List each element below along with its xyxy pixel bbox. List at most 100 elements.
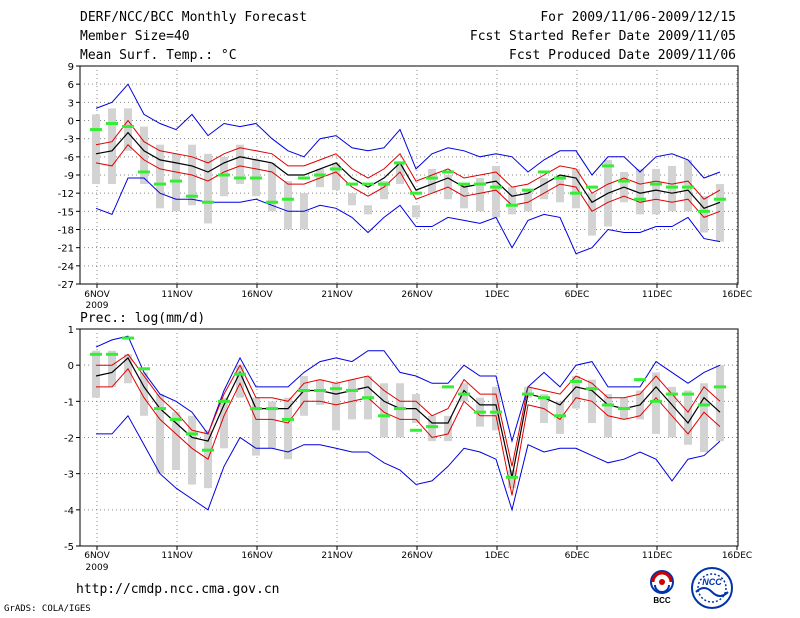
forecast-marker [138, 367, 150, 371]
member-range-bar [236, 365, 244, 398]
forecast-marker [698, 209, 710, 213]
member-range-bar [284, 397, 292, 460]
forecast-marker [634, 197, 646, 201]
forecast-marker [346, 182, 358, 186]
forecast-marker [522, 392, 534, 396]
forecast-marker [122, 336, 134, 340]
forecast-marker [250, 407, 262, 411]
member-range-bar [700, 196, 708, 233]
forecast-marker [266, 200, 278, 204]
member-range-bar [508, 470, 516, 489]
y-tick-label: -9 [64, 171, 74, 182]
y-tick-label: 0 [68, 117, 74, 128]
forecast-marker [506, 475, 518, 479]
member-range-bar [140, 372, 148, 416]
x-tick-label: 11NOV [161, 290, 193, 300]
member-range-bar [156, 394, 164, 474]
member-range-bar [652, 168, 660, 215]
y-tick-label: -24 [58, 262, 74, 273]
forecast-marker [666, 185, 678, 189]
member-range-bar [108, 108, 116, 185]
forecast-marker [330, 167, 342, 171]
x-tick-label: 16DEC [722, 290, 752, 300]
upper-spread-line [96, 353, 721, 467]
member-range-bar [348, 379, 356, 420]
forecast-marker [314, 388, 326, 392]
forecast-marker [474, 182, 486, 186]
forecast-marker [698, 403, 710, 407]
forecast-marker [122, 125, 134, 129]
y-tick-label: -3 [64, 470, 74, 481]
forecast-marker [202, 448, 214, 452]
y-tick-label: -15 [58, 207, 74, 218]
member-range-bar [716, 184, 724, 242]
member-range-bar [204, 153, 212, 224]
forecast-marker [586, 185, 598, 189]
member-range-bar [172, 153, 180, 212]
x-tick-label: 6NOV [84, 290, 110, 300]
member-range-bar [652, 372, 660, 434]
x-year-label: 2009 [86, 563, 109, 573]
forecast-marker [394, 161, 406, 165]
source-url[interactable]: http://cmdp.ncc.cma.gov.cn [76, 582, 280, 597]
member-range-bar [492, 165, 500, 218]
forecast-marker [346, 388, 358, 392]
min-envelope-line [95, 177, 721, 255]
y-tick-label: 3 [68, 98, 74, 109]
y-tick-label: -6 [64, 153, 74, 164]
panel-title: Prec.: log(mm/d) [80, 311, 205, 326]
forecast-marker [554, 176, 566, 180]
member-range-bar [364, 205, 372, 215]
member-range-bar [668, 165, 676, 212]
member-range-bar [476, 178, 484, 212]
member-range-bar [268, 401, 276, 449]
x-tick-label: 26NOV [401, 551, 433, 561]
y-tick-label: 0 [68, 361, 74, 372]
member-range-bar [92, 350, 100, 398]
member-range-bar [508, 187, 516, 215]
forecast-marker [410, 191, 422, 195]
forecast-marker [554, 414, 566, 418]
member-range-bar [444, 415, 452, 442]
ensemble-mean-line [95, 131, 721, 210]
forecast-marker [186, 432, 198, 436]
forecast-marker [490, 185, 502, 189]
member-range-bar [492, 386, 500, 431]
forecast-marker [362, 182, 374, 186]
forecast-marker [218, 399, 230, 403]
member-range-bar [380, 181, 388, 200]
grads-credit: GrADS: COLA/IGES [4, 604, 91, 614]
ncc-logo-text: NCC [702, 577, 722, 587]
forecast-marker [298, 388, 310, 392]
member-range-bar [572, 168, 580, 209]
member-range-bar [556, 401, 564, 434]
forecast-marker [522, 188, 534, 192]
forecast-marker [714, 197, 726, 201]
upper-spread-line [95, 119, 721, 200]
ensemble-mean-line [95, 356, 721, 478]
fcst-produced-label: Fcst Produced Date 2009/11/06 [509, 48, 736, 63]
member-range-bar [92, 114, 100, 185]
forecast-marker [186, 194, 198, 198]
y-tick-label: -21 [58, 244, 74, 255]
forecast-marker [570, 379, 582, 383]
x-tick-label: 11DEC [642, 551, 672, 561]
member-range-bar [140, 126, 148, 185]
member-range-bar [668, 386, 676, 438]
member-range-bar [172, 412, 180, 471]
y-tick-label: -12 [58, 189, 74, 200]
member-range-bar [188, 415, 196, 485]
forecast-marker [650, 182, 662, 186]
forecast-marker [330, 387, 342, 391]
member-range-bar [300, 376, 308, 416]
forecast-marker [170, 179, 182, 183]
forecast-marker [106, 122, 118, 126]
member-range-bar [540, 178, 548, 200]
forecast-marker [650, 399, 662, 403]
forecast-marker [410, 428, 422, 432]
panel-precipitation: 1 0 -1 -2 -3 -4 -5 6NOV 11NOV 16NOV 21NOV 26NOV 1DEC… [64, 311, 752, 573]
member-range-bar [332, 162, 340, 191]
fcst-started-label: Fcst Started Refer Date 2009/11/05 [469, 29, 736, 44]
x-tick-label: 11NOV [161, 551, 193, 561]
y-tick-label: -2 [64, 434, 74, 445]
